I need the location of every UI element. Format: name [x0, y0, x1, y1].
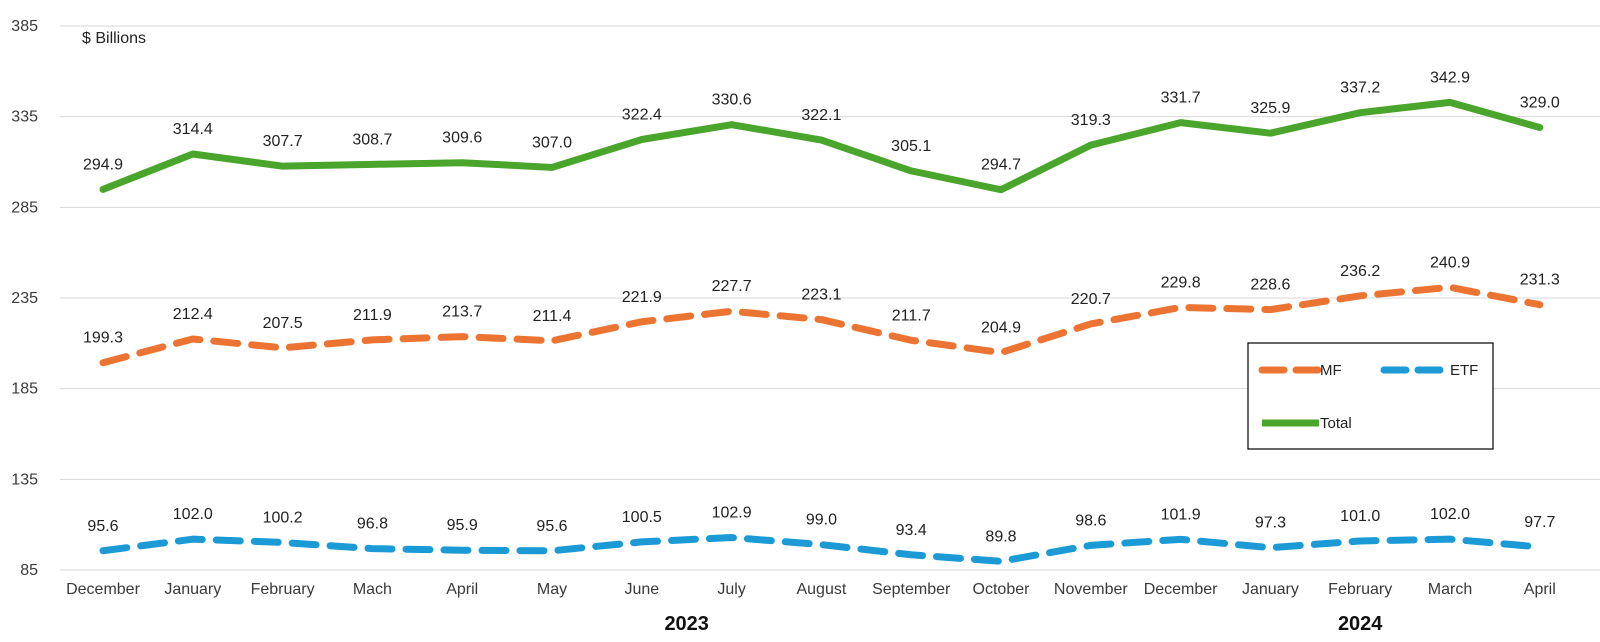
- gridlines: [60, 25, 1600, 571]
- legend-label-total: Total: [1320, 415, 1352, 432]
- data-label-etf: 97.3: [1255, 515, 1286, 532]
- data-label-mf: 212.4: [173, 306, 213, 323]
- data-label-mf: 240.9: [1430, 254, 1470, 271]
- y-tick-label: 235: [11, 290, 38, 307]
- y-tick-label: 135: [11, 471, 38, 488]
- data-label-etf: 95.9: [447, 517, 478, 534]
- x-tick-label: October: [973, 581, 1031, 598]
- data-label-total: 330.6: [712, 92, 752, 109]
- x-tick-label: January: [1242, 581, 1299, 598]
- x-tick-label: May: [537, 581, 567, 598]
- data-label-total: 309.6: [442, 130, 482, 147]
- data-label-total: 342.9: [1430, 69, 1470, 86]
- data-label-etf: 102.9: [712, 505, 752, 522]
- legend-label-mf: MF: [1320, 362, 1342, 379]
- x-tick-label: April: [446, 581, 478, 598]
- data-label-total: 294.9: [83, 156, 123, 173]
- data-label-total: 322.1: [801, 107, 841, 124]
- y-tick-label: 185: [11, 381, 38, 398]
- data-label-total: 307.7: [263, 133, 303, 150]
- data-label-total: 325.9: [1250, 100, 1290, 117]
- x-tick-label: March: [1428, 581, 1472, 598]
- x-tick-label: April: [1524, 581, 1556, 598]
- x-tick-label: December: [1144, 581, 1218, 598]
- year-labels: 2023 2024: [664, 613, 1383, 635]
- y-tick-label: 85: [20, 562, 38, 579]
- data-label-mf: 227.7: [712, 278, 752, 295]
- data-labels: 294.9 314.4 307.7 308.7 309.6 307.0 322.4 330.6…: [83, 69, 1560, 545]
- data-label-etf: 100.2: [263, 509, 303, 526]
- y-tick-label: 335: [11, 109, 38, 126]
- year-label: 2023: [664, 613, 709, 635]
- legend-box: [1247, 342, 1494, 450]
- data-label-total: 307.0: [532, 134, 572, 151]
- data-label-etf: 102.0: [173, 506, 213, 523]
- x-tick-label: November: [1054, 581, 1128, 598]
- data-label-mf: 223.1: [801, 287, 841, 304]
- data-label-mf: 220.7: [1071, 291, 1111, 308]
- year-label: 2024: [1338, 613, 1383, 635]
- data-label-mf: 228.6: [1250, 277, 1290, 294]
- data-label-mf: 211.7: [892, 307, 931, 324]
- legend-label-etf: ETF: [1450, 362, 1478, 379]
- legend: MF ETF Total: [1247, 342, 1494, 450]
- data-label-etf: 102.0: [1430, 506, 1470, 523]
- x-tick-label: February: [251, 581, 315, 598]
- data-label-etf: 93.4: [896, 522, 927, 539]
- data-label-mf: 211.4: [533, 308, 572, 325]
- data-label-total: 305.1: [891, 138, 931, 155]
- data-label-etf: 98.6: [1075, 512, 1106, 529]
- x-tick-label: August: [796, 581, 846, 598]
- y-tick-label: 385: [11, 18, 38, 35]
- y-axis: 85 135 185 235 285 335 385: [11, 18, 38, 579]
- x-tick-label: Mach: [353, 581, 392, 598]
- data-label-mf: 199.3: [83, 330, 123, 347]
- data-label-mf: 211.9: [353, 307, 392, 324]
- data-label-total: 308.7: [352, 131, 392, 148]
- x-tick-label: July: [717, 581, 745, 598]
- unit-label: $ Billions: [82, 30, 146, 47]
- data-label-total: 314.4: [173, 121, 213, 138]
- data-label-etf: 96.8: [357, 516, 388, 533]
- data-label-mf: 204.9: [981, 320, 1021, 337]
- data-label-etf: 99.0: [806, 512, 837, 529]
- data-label-total: 337.2: [1340, 80, 1380, 97]
- data-label-etf: 95.6: [536, 518, 567, 535]
- data-label-etf: 97.7: [1524, 514, 1555, 531]
- data-label-etf: 101.9: [1161, 506, 1201, 523]
- data-label-total: 322.4: [622, 107, 662, 124]
- data-label-mf: 207.5: [263, 315, 303, 332]
- data-label-etf: 101.0: [1340, 508, 1380, 525]
- y-tick-label: 285: [11, 199, 38, 216]
- data-label-total: 329.0: [1520, 95, 1560, 112]
- series-line-etf: [99, 534, 1544, 565]
- series-lines: [99, 98, 1544, 565]
- data-label-mf: 213.7: [442, 304, 482, 321]
- data-label-total: 319.3: [1071, 112, 1111, 129]
- data-label-total: 331.7: [1161, 90, 1201, 107]
- x-tick-label: December: [66, 581, 140, 598]
- data-label-etf: 95.6: [87, 518, 118, 535]
- data-label-mf: 221.9: [622, 289, 662, 306]
- x-tick-label: September: [872, 581, 951, 598]
- data-label-mf: 231.3: [1520, 272, 1560, 289]
- x-axis: December January February Mach April May June J…: [66, 581, 1556, 598]
- data-label-mf: 229.8: [1161, 274, 1201, 291]
- data-label-etf: 100.5: [622, 509, 662, 526]
- x-tick-label: June: [624, 581, 659, 598]
- x-tick-label: January: [164, 581, 221, 598]
- data-label-mf: 236.2: [1340, 263, 1380, 280]
- data-label-total: 294.7: [981, 157, 1021, 174]
- x-tick-label: February: [1328, 581, 1392, 598]
- data-label-etf: 89.8: [985, 528, 1016, 545]
